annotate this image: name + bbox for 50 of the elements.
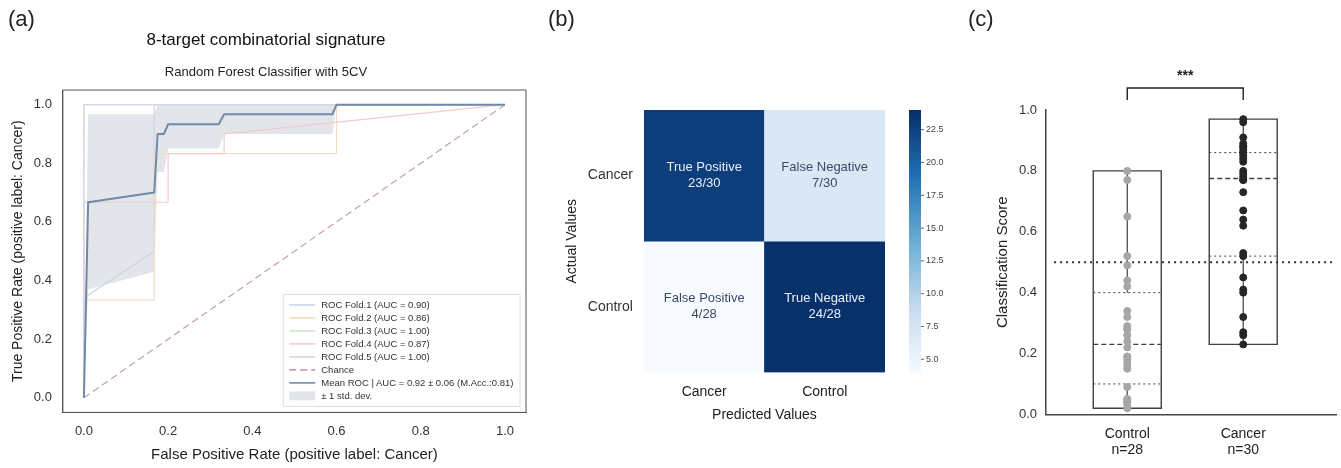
color-bar-label: 5.0 bbox=[926, 353, 939, 364]
legend-label: ROC Fold.4 (AUC = 0.87) bbox=[321, 337, 430, 349]
chart-subtitle: Random Forest Classifier with 5CV bbox=[164, 63, 368, 79]
x-tick-label: 0.0 bbox=[74, 422, 93, 438]
color-bar-label: 7.5 bbox=[926, 320, 939, 331]
y-tick-label: 1.0 bbox=[1018, 101, 1038, 117]
color-bar-label: 10.0 bbox=[926, 288, 944, 299]
x-tick-label: 0.8 bbox=[411, 422, 430, 438]
data-label: False Negative 7/30 bbox=[781, 159, 869, 191]
y-tick-label: 0.8 bbox=[33, 154, 52, 170]
y-tick-label: 0.2 bbox=[33, 330, 52, 346]
data-label: False Positive 4/28 bbox=[663, 290, 745, 322]
y-tick-label: 1.0 bbox=[33, 96, 52, 112]
x-tick-label: 1.0 bbox=[495, 422, 514, 438]
y-axis-title: Classification Score bbox=[993, 196, 1011, 329]
legend-label: ROC Fold.5 (AUC = 1.00) bbox=[321, 350, 430, 362]
chart-title: 8-target combinatorial signature bbox=[146, 29, 386, 49]
x-axis-title: False Positive Rate (positive label: Cancer) bbox=[151, 445, 438, 463]
legend-label: ROC Fold.3 (AUC = 1.00) bbox=[321, 324, 430, 336]
color-bar-label: 20.0 bbox=[926, 156, 944, 167]
text: *** bbox=[1177, 67, 1194, 83]
y-tick-label: 0.2 bbox=[1018, 345, 1038, 361]
text: (c) bbox=[968, 6, 994, 32]
color-bar-label: 12.5 bbox=[926, 255, 944, 266]
data-label: True Negative 24/28 bbox=[784, 290, 866, 322]
y-tick-label: 0.6 bbox=[1018, 223, 1038, 239]
x-tick-label: Cancer n=30 bbox=[1220, 424, 1267, 458]
text: (a) bbox=[8, 6, 35, 32]
y-axis-title: True Positive Rate (positive label: Cancer) bbox=[9, 120, 26, 383]
color-bar-label: 17.5 bbox=[926, 189, 944, 200]
data-label: True Positive 23/30 bbox=[666, 159, 742, 191]
x-tick-label: 0.2 bbox=[159, 422, 178, 438]
x-tick-label: 0.6 bbox=[327, 422, 346, 438]
x-axis-title: Predicted Values bbox=[712, 406, 817, 423]
text: (b) bbox=[548, 6, 575, 32]
y-tick-label: 0.6 bbox=[33, 213, 52, 229]
legend-label: Chance bbox=[321, 363, 355, 375]
color-bar-label: 15.0 bbox=[926, 222, 944, 233]
y-axis-title: Actual Values bbox=[563, 198, 580, 284]
x-tick-label: Control n=28 bbox=[1104, 424, 1150, 458]
y-tick-label: 0.4 bbox=[33, 272, 52, 288]
y-tick-label: 0.8 bbox=[1018, 162, 1038, 178]
annotation: ± 1 std. dev. bbox=[321, 389, 373, 401]
x-tick-label: 0.4 bbox=[243, 422, 262, 438]
legend-label: Mean ROC | AUC = 0.92 ± 0.06 (M.Acc.:0.81) bbox=[321, 376, 514, 388]
legend-label: ROC Fold.1 (AUC = 0.90) bbox=[321, 298, 430, 310]
legend-label: ROC Fold.2 (AUC = 0.86) bbox=[321, 311, 430, 323]
y-tick-label: 0.0 bbox=[1018, 405, 1038, 421]
color-bar-label: 22.5 bbox=[926, 124, 944, 135]
y-tick-label: 0.4 bbox=[1018, 284, 1038, 300]
